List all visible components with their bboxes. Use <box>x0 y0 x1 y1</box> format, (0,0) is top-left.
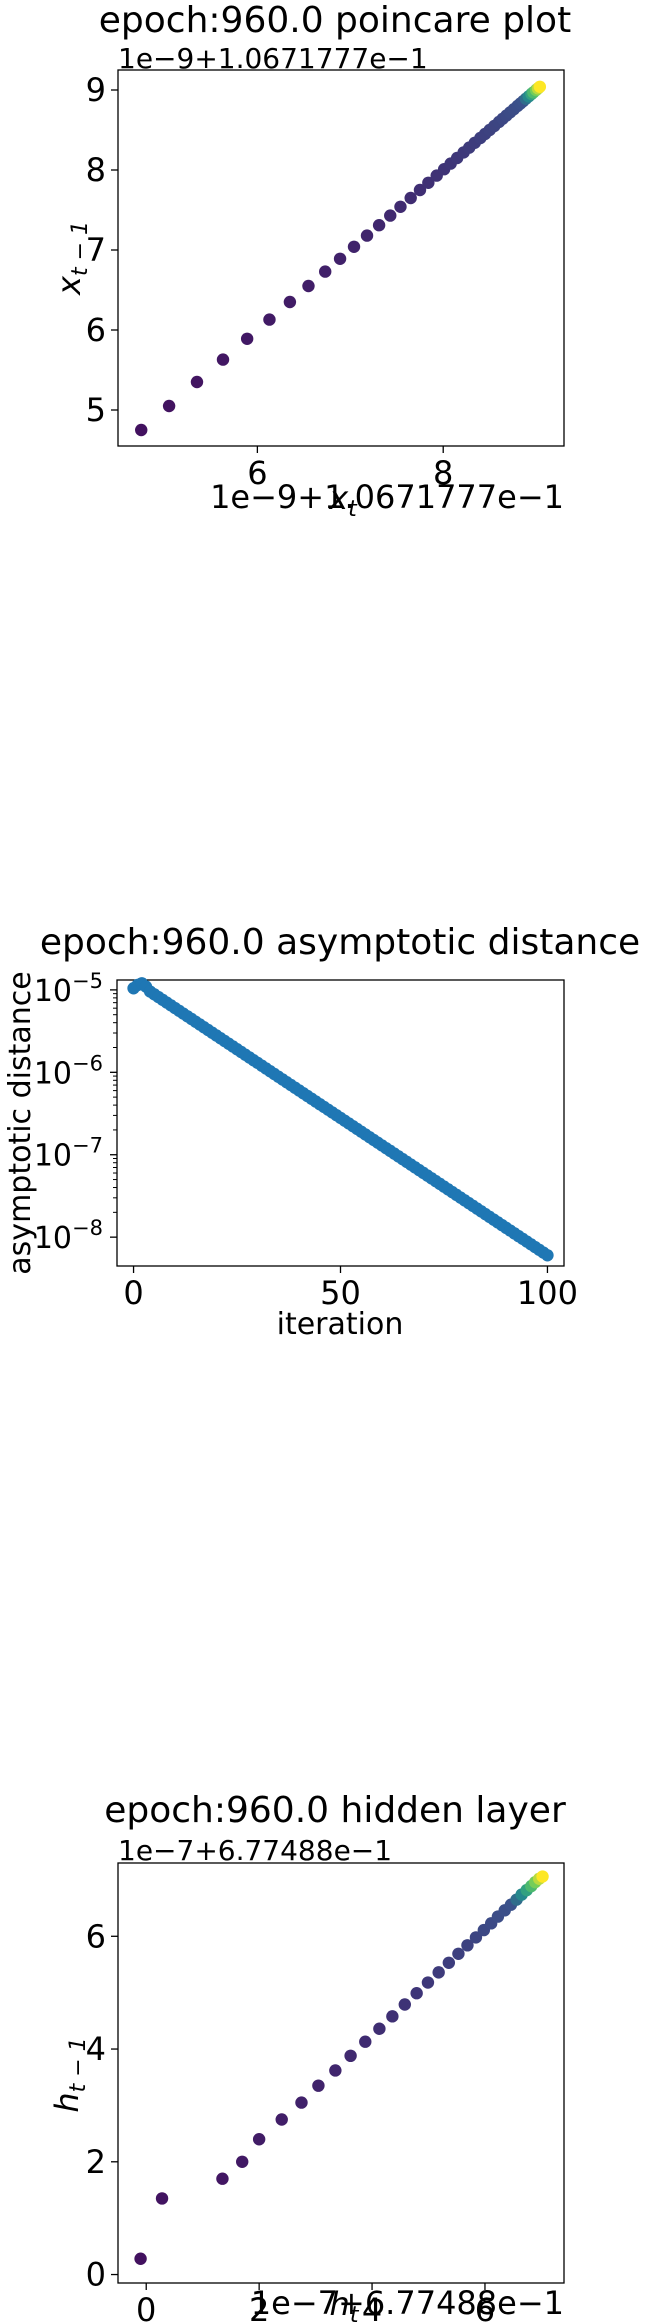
chart-asymptotic-distance: epoch:960.0 asymptotic distance 10−5 10−6… <box>0 920 647 1440</box>
data-point <box>240 332 254 345</box>
y-tick-label: 10−7 <box>34 1134 103 1174</box>
data-point <box>162 399 176 413</box>
data-point <box>386 2010 399 2023</box>
y-tick-label: 10−5 <box>34 969 103 1009</box>
x-offset-label: 1e−9+1.0671777e−1 <box>210 478 564 516</box>
data-point <box>329 2064 342 2077</box>
data-point <box>533 80 547 94</box>
y-tick-label: 6 <box>86 311 106 349</box>
data-point <box>263 313 276 326</box>
data-point <box>461 1939 474 1952</box>
x-tick-label: 4 <box>362 2291 382 2323</box>
data-point <box>442 1956 456 1969</box>
data-point <box>135 423 148 437</box>
asymptotic-distance-svg: epoch:960.0 asymptotic distance 10−5 10−6… <box>3 922 640 1342</box>
y-ticks: 10−5 10−6 10−7 10−8 <box>34 969 117 1256</box>
scatter-points <box>134 1870 549 2265</box>
data-point <box>372 219 386 232</box>
data-point <box>333 252 347 265</box>
data-point <box>190 375 204 389</box>
data-point <box>373 2022 386 2035</box>
data-point <box>216 353 230 366</box>
scatter-points <box>127 977 554 1262</box>
y-tick-label: 8 <box>86 151 106 189</box>
data-point <box>302 279 315 293</box>
data-point <box>344 2049 357 2063</box>
chart-title: epoch:960.0 poincare plot <box>99 0 571 41</box>
data-point <box>295 2096 308 2109</box>
x-tick-label: 100 <box>517 1274 578 1312</box>
chart-poincare: epoch:960.0 poincare plot 1e−9+1.0671777… <box>0 0 647 560</box>
data-point <box>398 1998 411 2011</box>
x-tick-label: 6 <box>247 454 267 492</box>
scatter-points <box>135 80 547 437</box>
y-ticks: 0 2 4 6 <box>86 1917 118 2294</box>
y-tick-label: 2 <box>86 2143 106 2181</box>
x-offset-label: 1e−7+6.77488e−1 <box>251 2284 564 2322</box>
data-point <box>413 183 427 197</box>
data-point <box>541 1249 554 1262</box>
data-point <box>216 2172 229 2185</box>
data-point <box>469 1931 483 1944</box>
data-point <box>134 2252 147 2265</box>
data-point <box>319 265 332 278</box>
data-point <box>360 229 374 242</box>
data-point <box>452 1947 465 1960</box>
data-point <box>432 1966 445 1979</box>
chart-title: epoch:960.0 hidden layer <box>104 1790 566 1831</box>
plot-frame <box>117 69 565 447</box>
y-axis-label: xt − 1 <box>50 221 93 296</box>
y-tick-label: 7 <box>86 231 106 269</box>
hidden-layer-svg: epoch:960.0 hidden layer 1e−7+6.77488e−1… <box>48 1790 566 2323</box>
x-ticks: 0 50 100 <box>123 1266 578 1312</box>
data-point <box>283 295 297 309</box>
y-tick-label: 10−8 <box>34 1216 103 1256</box>
y-tick-label: 6 <box>86 1917 106 1955</box>
plot-frame <box>117 1862 565 2284</box>
data-point <box>347 240 361 253</box>
x-tick-label: 2 <box>249 2291 269 2323</box>
y-tick-label: 0 <box>86 2256 106 2294</box>
data-point <box>536 1870 549 1883</box>
x-tick-label: 0 <box>123 1274 143 1312</box>
data-point <box>394 200 407 213</box>
poincare-plot-svg: epoch:960.0 poincare plot 1e−9+1.0671777… <box>50 0 571 522</box>
data-point <box>384 209 397 222</box>
chart-title: epoch:960.0 asymptotic distance <box>40 922 640 963</box>
x-axis-label: iteration <box>277 1307 404 1342</box>
y-axis-label: asymptotic distance <box>3 971 38 1274</box>
y-tick-label: 5 <box>86 391 106 429</box>
x-tick-label: 8 <box>433 454 453 492</box>
y-tick-label: 9 <box>86 71 106 109</box>
data-point <box>422 176 435 189</box>
data-point <box>410 1987 423 2000</box>
y-axis-label: ht − 1 <box>48 2037 91 2112</box>
data-point <box>252 2133 266 2146</box>
x-tick-label: 0 <box>136 2291 156 2323</box>
y-ticks: 5 6 7 8 9 <box>86 71 118 429</box>
y-offset-label: 1e−7+6.77488e−1 <box>118 1834 392 1867</box>
y-tick-label: 10−6 <box>34 1051 103 1091</box>
data-point <box>359 2035 372 2048</box>
data-point <box>312 2079 325 2092</box>
data-point <box>236 2155 249 2168</box>
chart-hidden-layer: epoch:960.0 hidden layer 1e−7+6.77488e−1… <box>0 1780 647 2323</box>
x-ticks: 0 2 4 6 <box>136 2283 495 2323</box>
x-tick-label: 50 <box>320 1274 361 1312</box>
data-point <box>275 2113 288 2126</box>
data-point <box>155 2192 169 2205</box>
x-tick-label: 6 <box>475 2291 495 2323</box>
y-tick-label: 4 <box>86 2030 106 2068</box>
data-point <box>404 191 417 205</box>
data-point <box>421 1976 435 1989</box>
